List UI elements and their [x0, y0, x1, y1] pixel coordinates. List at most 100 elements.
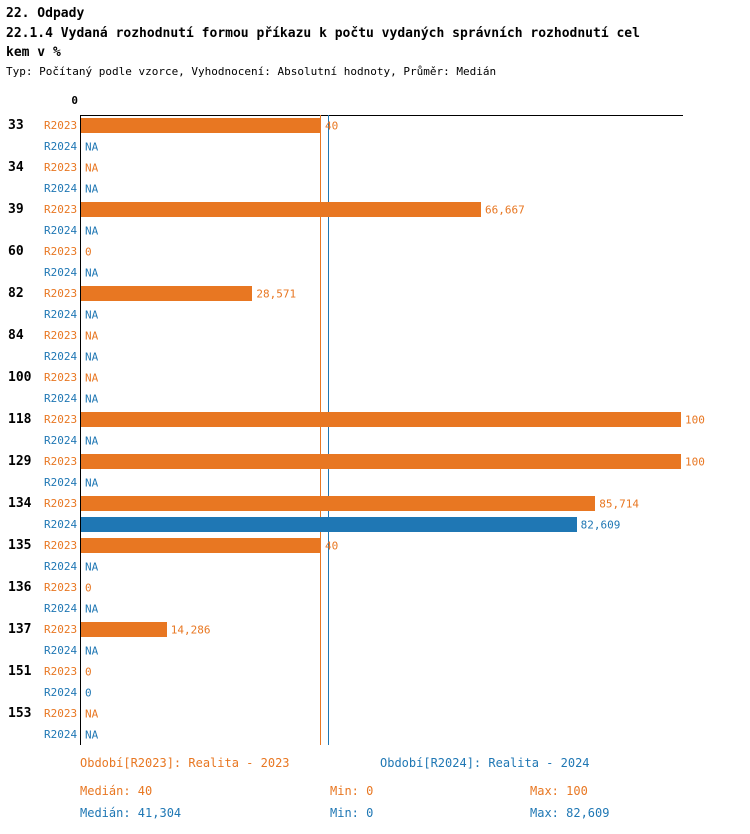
category-label: 135 [8, 538, 32, 553]
series-label: R2023 [44, 455, 78, 468]
median-2024-stat: Medián: 41,304 [80, 806, 182, 820]
value-label: NA [85, 644, 99, 657]
series-label: R2024 [44, 728, 78, 741]
chart-row: 153 R2023 NA [0, 703, 750, 724]
plot-cell: NA [80, 703, 750, 724]
value-label: NA [85, 329, 99, 342]
series-label: R2023 [44, 581, 78, 594]
bar-r2023 [81, 622, 167, 637]
chart-row: R2024 NA [0, 556, 750, 577]
series-label: R2023 [44, 413, 78, 426]
category-label: 33 [8, 118, 24, 133]
bar-r2023 [81, 118, 321, 133]
axis-top-line [80, 115, 683, 116]
value-label: NA [85, 182, 99, 195]
series-label: R2024 [44, 350, 78, 363]
chart-header: 22. Odpady 22.1.4 Vydaná rozhodnutí form… [6, 4, 640, 81]
plot-cell: 0 [80, 241, 750, 262]
value-label: NA [85, 707, 99, 720]
axis-zero-label: 0 [71, 94, 78, 107]
chart-row: R2024 NA [0, 640, 750, 661]
value-label: NA [85, 602, 99, 615]
chart-meta-line: Typ: Počítaný podle vzorce, Vyhodnocení:… [6, 65, 497, 78]
bar-r2023 [81, 454, 681, 469]
chart-row: R2024 0 [0, 682, 750, 703]
chart-row: 137 R2023 14,286 [0, 619, 750, 640]
series-label: R2023 [44, 539, 78, 552]
value-label: NA [85, 476, 99, 489]
section-title: 22. Odpady [6, 6, 85, 21]
max-2024-stat: Max: 82,609 [530, 806, 610, 820]
value-label: 85,714 [599, 497, 640, 510]
bar-r2023 [81, 286, 253, 301]
plot-cell: NA [80, 724, 750, 745]
chart-row: R2024 82,609 [0, 514, 750, 535]
max-2023-stat: Max: 100 [530, 784, 588, 798]
series-label: R2023 [44, 203, 78, 216]
chart-row: 84 R2023 NA [0, 325, 750, 346]
plot-cell: NA [80, 430, 750, 451]
min-2023-stat: Min: 0 [330, 784, 374, 798]
category-label: 129 [8, 454, 32, 469]
chart-row: 33 R2023 40 [0, 115, 750, 136]
series-label: R2024 [44, 434, 78, 447]
plot-cell: NA [80, 304, 750, 325]
chart-title-line1: 22.1.4 Vydaná rozhodnutí formou příkazu … [6, 26, 640, 41]
category-label: 118 [8, 412, 32, 427]
series-label: R2024 [44, 686, 78, 699]
series-label: R2023 [44, 371, 78, 384]
series-label: R2023 [44, 161, 78, 174]
value-label: NA [85, 371, 99, 384]
bar-r2023 [81, 538, 321, 553]
value-label: NA [85, 728, 99, 741]
min-2024-stat: Min: 0 [330, 806, 374, 820]
bar-r2024 [81, 517, 577, 532]
plot-cell: 0 [80, 682, 750, 703]
series-label: R2024 [44, 560, 78, 573]
value-label: NA [85, 161, 99, 174]
series-label: R2023 [44, 665, 78, 678]
category-label: 136 [8, 580, 32, 595]
plot-cell: NA [80, 157, 750, 178]
value-label: 40 [325, 539, 339, 552]
plot-cell: 82,609 [80, 514, 750, 535]
chart-row: R2024 NA [0, 472, 750, 493]
category-label: 153 [8, 706, 32, 721]
category-label: 84 [8, 328, 24, 343]
median-2023-stat: Medián: 40 [80, 784, 153, 798]
footer-period-row: Období[R2023]: Realita - 2023 Období[R20… [0, 756, 750, 772]
category-label: 137 [8, 622, 32, 637]
chart-row: 151 R2023 0 [0, 661, 750, 682]
value-label: NA [85, 140, 99, 153]
series-label: R2024 [44, 140, 78, 153]
category-label: 82 [8, 286, 24, 301]
value-label: NA [85, 266, 99, 279]
value-label: 66,667 [485, 203, 525, 216]
series-label: R2023 [44, 287, 78, 300]
chart-row: 34 R2023 NA [0, 157, 750, 178]
bar-r2023 [81, 496, 596, 511]
plot-cell: 100 [80, 451, 750, 472]
plot-cell: 0 [80, 577, 750, 598]
value-label: NA [85, 224, 99, 237]
bar-r2023 [81, 202, 481, 217]
series-label: R2024 [44, 224, 78, 237]
category-label: 100 [8, 370, 32, 385]
series-label: R2024 [44, 476, 78, 489]
median-line-r2024 [327, 115, 329, 745]
chart-row: R2024 NA [0, 724, 750, 745]
series-label: R2023 [44, 707, 78, 720]
chart-row: 136 R2023 0 [0, 577, 750, 598]
plot-cell: NA [80, 220, 750, 241]
series-label: R2023 [44, 329, 78, 342]
value-label: 0 [85, 686, 92, 699]
value-label: NA [85, 308, 99, 321]
plot-cell: NA [80, 136, 750, 157]
chart-row: R2024 NA [0, 304, 750, 325]
plot-cell: 66,667 [80, 199, 750, 220]
chart-row: R2024 NA [0, 178, 750, 199]
plot-cell: NA [80, 472, 750, 493]
chart-row: 118 R2023 100 [0, 409, 750, 430]
series-label: R2024 [44, 602, 78, 615]
plot-cell: 40 [80, 535, 750, 556]
